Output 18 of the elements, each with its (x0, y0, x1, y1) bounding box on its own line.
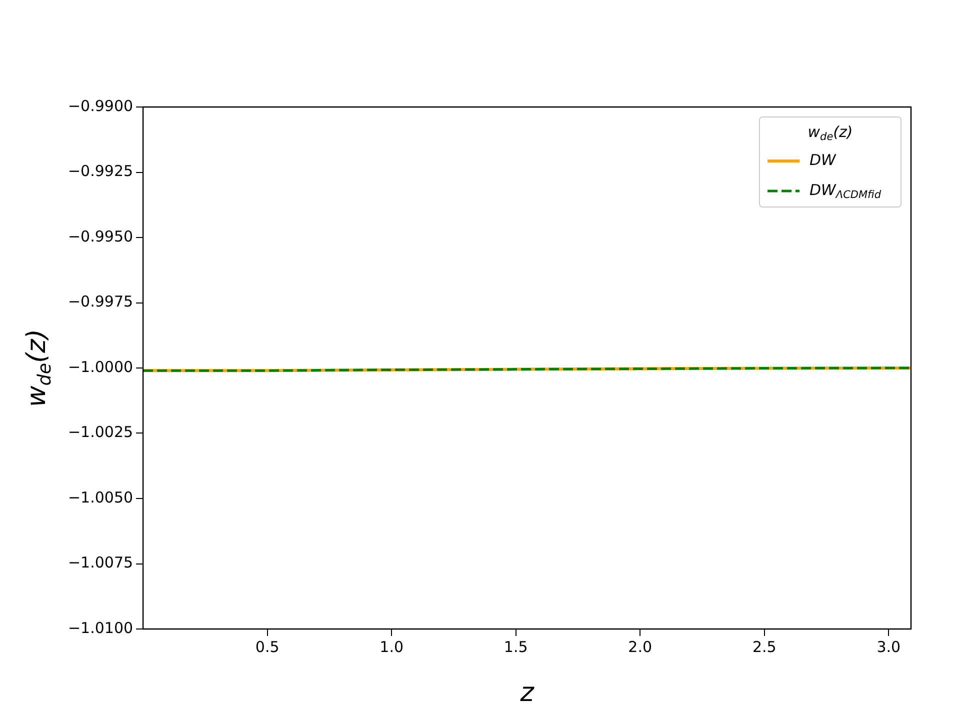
y-tick-label: −0.9925 (68, 162, 134, 180)
y-tick-label: −1.0100 (68, 618, 134, 637)
y-tick-label: −1.0075 (68, 554, 134, 572)
x-axis-title: z (519, 678, 536, 708)
y-tick-label: −0.9975 (68, 292, 134, 311)
x-tick-label: 3.0 (876, 638, 901, 656)
x-tick-label: 1.5 (504, 638, 528, 656)
x-tick-label: 2.0 (628, 638, 652, 656)
y-axis-title: wde(z) (22, 329, 56, 407)
y-tick-label: −1.0000 (68, 358, 134, 376)
x-tick-label: 1.0 (380, 638, 404, 656)
y-tick-label: −1.0050 (68, 488, 134, 506)
y-tick-label: −0.9950 (68, 227, 134, 246)
x-tick-label: 0.5 (255, 638, 280, 656)
y-tick-label: −0.9900 (68, 96, 134, 115)
legend-label: DW (810, 150, 838, 169)
x-tick-label: 2.5 (752, 638, 776, 656)
y-tick-label: −1.0025 (68, 423, 134, 442)
